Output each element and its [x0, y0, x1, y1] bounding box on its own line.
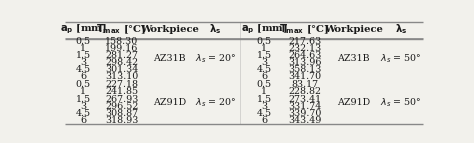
Text: 4.5: 4.5: [75, 65, 91, 74]
Text: 308.87: 308.87: [105, 109, 138, 118]
Text: 3: 3: [261, 58, 267, 67]
Text: 0.5: 0.5: [256, 80, 272, 89]
Text: 1.5: 1.5: [75, 51, 91, 60]
Text: $\mathbf{T_{max}}$ [°C]: $\mathbf{T_{max}}$ [°C]: [97, 23, 147, 36]
Text: 318.93: 318.93: [105, 116, 138, 125]
Text: 3: 3: [80, 58, 86, 67]
Text: 0.5: 0.5: [75, 37, 91, 46]
Text: 6: 6: [261, 116, 267, 125]
Text: 264.63: 264.63: [288, 51, 321, 60]
Text: 3: 3: [261, 102, 267, 111]
Text: $\mathbf{\lambda_s}$: $\mathbf{\lambda_s}$: [209, 23, 221, 36]
Text: 6: 6: [261, 72, 267, 81]
Text: 1.5: 1.5: [75, 95, 91, 104]
Text: 331.74: 331.74: [288, 102, 321, 111]
Text: AZ31B: AZ31B: [337, 54, 370, 63]
Text: 0.5: 0.5: [75, 80, 91, 89]
Text: 1: 1: [80, 44, 86, 53]
Text: 199.16: 199.16: [105, 44, 138, 53]
Text: AZ31B: AZ31B: [153, 54, 186, 63]
Text: 341.70: 341.70: [288, 72, 321, 81]
Text: 241.85: 241.85: [105, 88, 138, 97]
Text: 1: 1: [261, 44, 267, 53]
Text: 267.93: 267.93: [105, 95, 138, 104]
Text: $\lambda_s$ = 20°: $\lambda_s$ = 20°: [194, 96, 236, 109]
Text: AZ91D: AZ91D: [337, 98, 370, 107]
Text: 4.5: 4.5: [75, 109, 91, 118]
Text: 6: 6: [80, 72, 86, 81]
Text: 228.82: 228.82: [288, 88, 321, 97]
Text: 313.96: 313.96: [288, 58, 321, 67]
Text: 0.5: 0.5: [256, 37, 272, 46]
Text: AZ91D: AZ91D: [153, 98, 186, 107]
Text: 1: 1: [261, 88, 267, 97]
Text: 1.5: 1.5: [256, 95, 272, 104]
Text: 301.34: 301.34: [105, 65, 138, 74]
Text: 4.5: 4.5: [256, 65, 272, 74]
Text: $\mathbf{T_{max}}$ [°C]: $\mathbf{T_{max}}$ [°C]: [280, 23, 330, 36]
Text: 158.30: 158.30: [105, 37, 138, 46]
Text: 4.5: 4.5: [256, 109, 272, 118]
Text: $\lambda_s$ = 50°: $\lambda_s$ = 50°: [380, 96, 422, 109]
Text: 313.10: 313.10: [105, 72, 138, 81]
Text: 273.41: 273.41: [288, 95, 321, 104]
Text: 83.17: 83.17: [291, 80, 318, 89]
Text: $\mathbf{\lambda_s}$: $\mathbf{\lambda_s}$: [395, 23, 407, 36]
Text: Workpiece: Workpiece: [140, 25, 199, 34]
Text: 217.63: 217.63: [288, 37, 321, 46]
Text: $\mathbf{a_p}$ [mm]: $\mathbf{a_p}$ [mm]: [241, 23, 288, 36]
Text: Workpiece: Workpiece: [324, 25, 383, 34]
Text: 298.42: 298.42: [105, 58, 138, 67]
Text: 1.5: 1.5: [256, 51, 272, 60]
Text: 343.49: 343.49: [288, 116, 321, 125]
Text: 281.27: 281.27: [105, 51, 138, 60]
Text: 3: 3: [80, 102, 86, 111]
Text: 232.13: 232.13: [288, 44, 321, 53]
Text: 6: 6: [80, 116, 86, 125]
Text: 296.52: 296.52: [105, 102, 138, 111]
Text: 358.13: 358.13: [288, 65, 321, 74]
Text: 339.70: 339.70: [288, 109, 321, 118]
Text: $\mathbf{a_p}$ [mm]: $\mathbf{a_p}$ [mm]: [60, 23, 107, 36]
Text: 1: 1: [80, 88, 86, 97]
Text: $\lambda_s$ = 20°: $\lambda_s$ = 20°: [194, 53, 236, 65]
Text: 227.18: 227.18: [105, 80, 138, 89]
Text: $\lambda_s$ = 50°: $\lambda_s$ = 50°: [380, 53, 422, 65]
